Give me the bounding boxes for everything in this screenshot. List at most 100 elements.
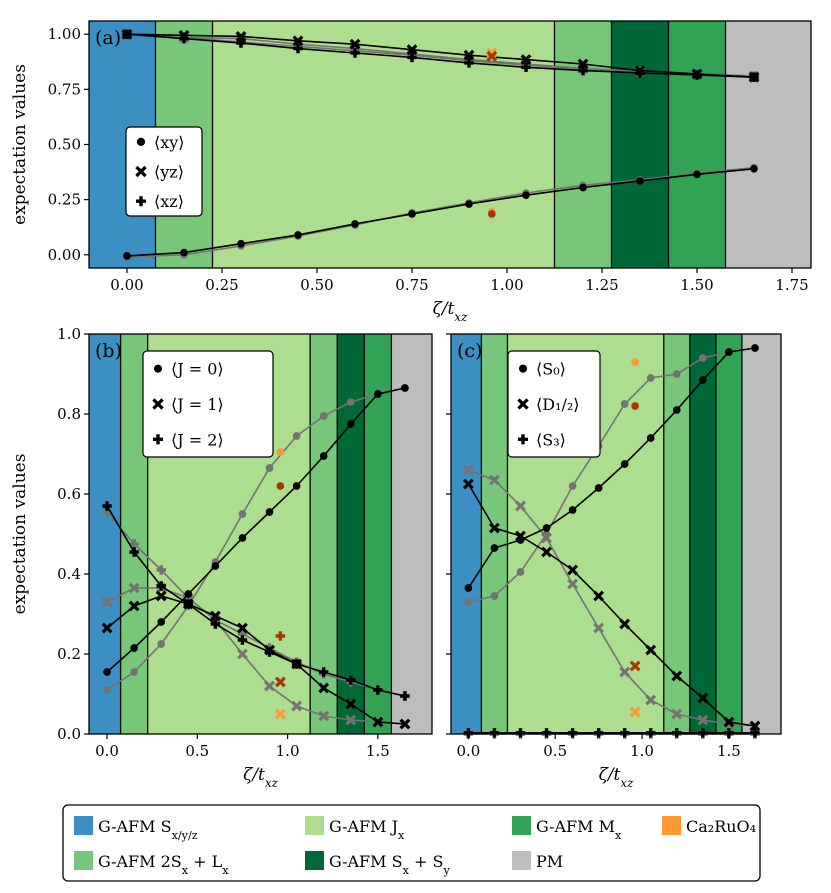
panel-c-legend-label: ⟨D₁/₂⟩ [536,395,580,414]
panel-b-experiment-point [274,676,286,688]
panel-a-ytick-label: 0.50 [48,136,81,154]
panel-c-data-point [749,720,761,732]
panel-a-data-point [293,43,303,54]
panel-c-data-point [725,348,733,356]
panel-a-label: (a) [95,27,121,49]
panel-a-ytick-label: 0.00 [48,246,81,264]
panel-a-xlabel: ζ/txz [433,299,468,324]
panel-a-data-point [750,164,758,173]
panel-b-phase-band-sxsy [337,334,365,734]
panel-b-data-point [318,682,330,694]
panel-c-data-point [751,344,759,352]
panel-b-data-point [130,644,138,652]
panel-b-data-point [237,635,248,645]
panel-a-series-line [126,33,755,78]
panel-c-experiment-point [631,358,639,366]
phase-legend-label: G-AFM Sx + Sy [329,852,450,877]
panel-a-data-point [407,52,417,63]
panel-b-ticks: 0.0 0.5 1.0 1.5 0.0 0.2 0.4 0.6 0.8 1.0 [57,325,390,760]
panel-c-data-point [671,708,683,720]
panel-c-series-line [467,347,756,589]
panel-a-data-point [351,220,359,228]
panel-b-data-point [237,622,248,634]
panel-c-data-point [723,716,735,728]
panel-a-xtick-label: 0.00 [110,276,143,294]
panel-a-data-point [520,54,532,66]
panel-a-xtick-label: 1.00 [490,276,523,294]
panel-c-data-point [489,728,500,738]
panel-a-data-point [465,200,473,208]
panel-b-xtick-label: 0.5 [185,742,209,760]
panel-b-data-point [345,698,357,710]
panel-c-data-point [567,578,578,590]
panel-b-xtick-label: 1.5 [366,742,390,760]
panel-b-data-point [155,590,167,602]
phase-legend-swatch-sxsy [305,851,324,870]
panel-a-data-point [692,70,702,80]
panel-b-legend-marker [152,398,164,410]
panel-a-xtick-label: 0.75 [395,276,428,294]
panel-a-data-point [236,38,246,48]
panel-a-data-point [636,177,644,185]
panel-b-data-point [265,464,274,472]
panel-b-phase-band-sxyz [89,334,121,734]
panel-c-data-point [620,400,629,408]
panel-a-legend-label: ⟨yz⟩ [154,163,184,182]
panel-b-data-point [319,412,328,420]
panel-c-data-point [568,506,577,514]
panel-a-ticks: 0.00 0.25 0.50 0.75 1.00 1.25 1.50 1.75 0.00 0.25… [48,25,809,294]
panel-c-data-point [671,670,683,682]
panel-c-legend-marker [517,398,529,410]
panel-c-data-point [568,482,577,490]
panel-c-xtick-label: 0.5 [543,742,567,760]
panel-a-legend-label: ⟨xz⟩ [154,192,184,211]
panel-b-ytick-label: 1.0 [57,325,81,343]
panel-a-data-point [350,48,360,58]
panel-b-data-point [130,668,138,676]
panel-a-data-point [292,35,304,47]
panel-b-ytick-label: 0.0 [57,725,81,743]
panel-b-data-point [345,714,357,726]
panel-b-experiment-points [274,448,286,720]
panel-b-legend-label: ⟨J = 0⟩ [171,360,224,379]
panel-a-experiment-point [487,210,496,218]
panel-c-data-point [515,500,526,512]
panel-c-data-point [489,522,500,534]
panel-c-data-point [699,376,707,384]
phase-legend-label: G-AFM Mx [536,817,622,842]
panel-c-data-point [594,484,603,492]
panel-b-data-point [101,622,113,634]
panel-a-data-point [294,231,302,239]
panel-c-legend-marker [517,434,529,445]
panel-c-data-point [490,544,499,552]
panel-c-data-point [593,728,604,738]
panel-a-phase-band-sxsy [611,21,669,268]
panel-b-data-point [373,685,383,695]
panel-c-data-point [593,622,605,634]
panel-b-legend-marker [153,364,163,373]
panel-b-phase-band-pm [391,334,432,734]
panel-b-xtick-label: 0.0 [95,742,119,760]
phase-legend-swatch-mx [512,816,531,835]
panel-b-data-point [101,596,113,608]
panel-a-experiment-point [486,50,498,62]
panel-c-data-point [489,474,500,486]
panel-b-data-point [291,659,302,669]
panel-c-data-point [462,464,474,476]
panel-a-xtick-label: 1.25 [585,276,618,294]
panel-b-ytick-label: 0.8 [57,405,81,423]
panel-b-data-point [372,716,384,728]
panel-c-data-point [541,532,552,544]
panel-c-series-line [468,347,756,603]
panel-a-data-point [577,58,589,70]
panel-b-data-point [129,547,139,557]
panel-b-data-point [346,420,355,428]
panel-b-data-point [238,510,247,518]
panel-c-data-point [645,644,657,656]
phase-legend-swatch-pm [512,851,531,870]
panel-a: 0.00 0.25 0.50 0.75 1.00 1.25 1.50 1.75 0.00 0.25… [10,20,812,324]
panel-a-data-point [406,44,418,56]
panel-a-experiment-point [486,47,498,59]
panel-b-series-line [106,587,405,725]
panel-a-data-point [122,29,132,39]
